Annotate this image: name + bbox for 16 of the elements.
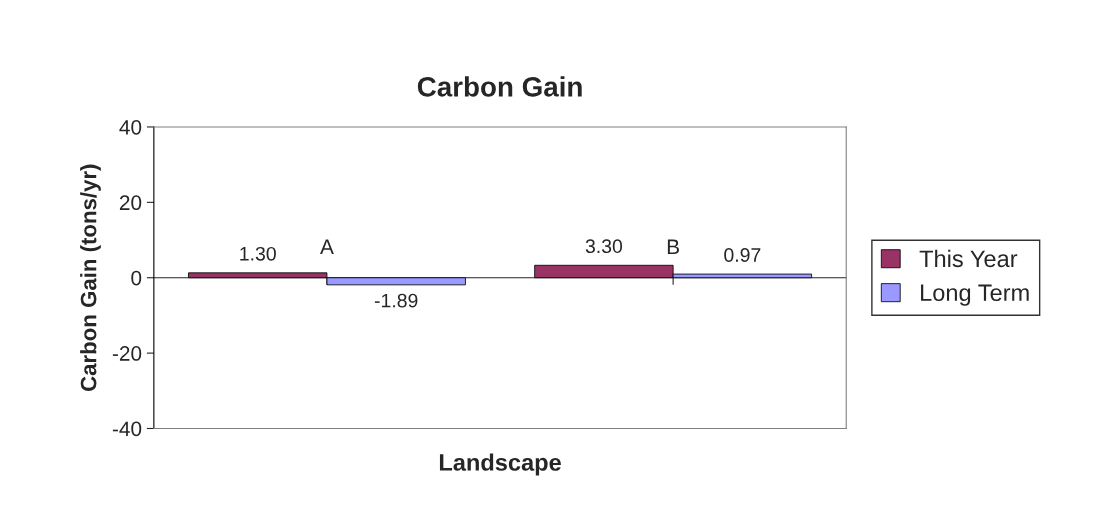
y-tick-label: -20: [112, 346, 142, 361]
y-tick-label: 0: [131, 270, 142, 286]
y-axis-title: Carbon Gain (tons/yr): [80, 164, 101, 392]
y-tick-label: -40: [112, 421, 142, 437]
data-label: 1.30: [240, 246, 276, 261]
legend-label: Long Term: [921, 284, 1029, 306]
y-tick-label: 20: [119, 195, 142, 211]
legend-label: This Year: [919, 249, 1018, 268]
data-label: 3.30: [585, 239, 623, 254]
x-axis-title: Landscape: [439, 453, 561, 476]
data-label: -1.89: [374, 293, 418, 308]
x-tick-label: A: [320, 239, 334, 254]
chart-title: Carbon Gain: [417, 76, 582, 97]
y-tick-label: 40: [119, 119, 142, 135]
data-label: 0.97: [724, 248, 761, 262]
x-tick-label: B: [667, 239, 679, 254]
